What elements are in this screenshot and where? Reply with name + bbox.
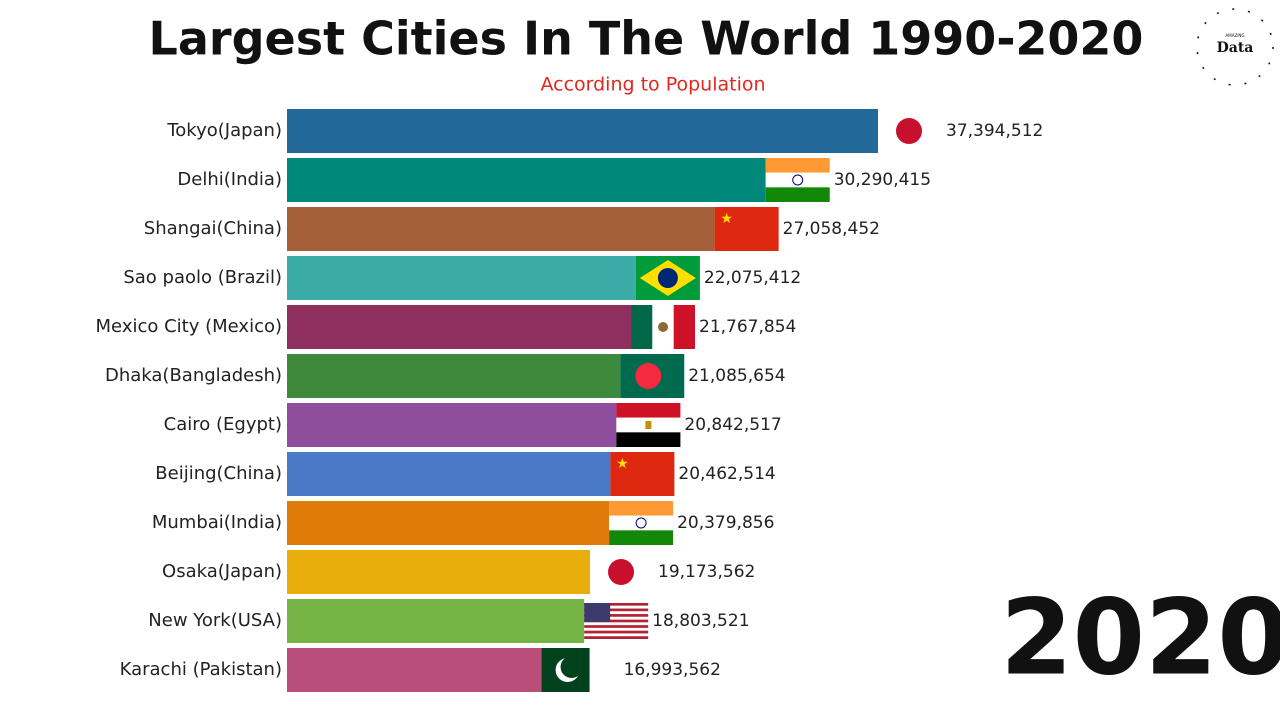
flag-part bbox=[610, 452, 675, 496]
flag bbox=[616, 403, 681, 447]
bar bbox=[287, 452, 611, 496]
flag-part bbox=[560, 656, 583, 678]
flag bbox=[631, 305, 696, 349]
value-label: 20,462,514 bbox=[678, 464, 775, 484]
flag-part bbox=[584, 627, 649, 631]
logo-small-text: AMAZING bbox=[1226, 33, 1245, 38]
bar bbox=[287, 599, 585, 643]
category-label: Cairo (Egypt) bbox=[164, 414, 282, 435]
flag-part bbox=[608, 559, 635, 585]
flag-part bbox=[584, 611, 649, 615]
bar bbox=[287, 207, 715, 251]
flag-part bbox=[631, 305, 653, 349]
flag bbox=[765, 158, 830, 202]
bar bbox=[287, 109, 878, 153]
flag-part bbox=[657, 268, 678, 288]
logo-ring bbox=[1196, 8, 1274, 86]
flag bbox=[635, 256, 700, 300]
flag-part bbox=[584, 619, 649, 623]
flag-part bbox=[635, 363, 662, 389]
flag-part bbox=[616, 403, 681, 418]
flag-part: ★ bbox=[616, 456, 629, 472]
year-label: 2020 bbox=[1000, 576, 1280, 698]
flag-part bbox=[584, 630, 649, 634]
bar bbox=[287, 403, 617, 447]
value-label: 30,290,415 bbox=[834, 170, 931, 190]
category-label: Sao paolo (Brazil) bbox=[123, 267, 282, 288]
flag: ★ bbox=[610, 452, 675, 496]
flag-part bbox=[714, 207, 779, 251]
bar bbox=[287, 501, 610, 545]
bar bbox=[287, 648, 556, 692]
flag-part: ★ bbox=[720, 211, 733, 227]
value-label: 19,173,562 bbox=[658, 562, 755, 582]
flag-part bbox=[645, 421, 652, 429]
chart-subtitle: According to Population bbox=[540, 74, 765, 96]
flag-part bbox=[792, 174, 804, 186]
bar bbox=[287, 158, 766, 202]
flag: ★ bbox=[714, 207, 779, 251]
flag-part bbox=[584, 603, 649, 606]
flag-part bbox=[584, 616, 649, 620]
flag-part bbox=[584, 605, 649, 609]
flag-part bbox=[584, 608, 649, 612]
flag-part bbox=[635, 517, 647, 529]
category-label: Dhaka(Bangladesh) bbox=[105, 365, 282, 386]
bar bbox=[287, 305, 632, 349]
flag-part bbox=[584, 625, 649, 628]
value-label: 18,803,521 bbox=[652, 611, 749, 631]
flag bbox=[609, 501, 674, 545]
logo: AMAZING Data bbox=[1196, 8, 1274, 86]
category-label: Tokyo(Japan) bbox=[166, 120, 282, 141]
value-label: 22,075,412 bbox=[704, 268, 801, 288]
value-label: 20,379,856 bbox=[677, 513, 774, 533]
value-label: 20,842,517 bbox=[684, 415, 781, 435]
flag-part bbox=[584, 603, 611, 622]
category-label: Karachi (Pakistan) bbox=[120, 659, 282, 680]
flag bbox=[590, 550, 655, 594]
category-label: Beijing(China) bbox=[155, 463, 282, 484]
flag bbox=[620, 354, 685, 398]
flag bbox=[584, 603, 649, 639]
category-label: Mumbai(India) bbox=[152, 512, 282, 533]
category-label: New York(USA) bbox=[148, 610, 282, 631]
flag-part bbox=[584, 636, 649, 639]
value-label: 16,993,562 bbox=[624, 660, 721, 680]
flag bbox=[541, 648, 590, 692]
flag-part bbox=[765, 158, 830, 173]
flag bbox=[878, 109, 942, 153]
bar bbox=[287, 354, 621, 398]
category-label: Mexico City (Mexico) bbox=[96, 316, 282, 337]
flag-part bbox=[765, 172, 830, 188]
chart-title: Largest Cities In The World 1990-2020 bbox=[149, 12, 1144, 66]
flag-part bbox=[584, 614, 649, 617]
value-label: 37,394,512 bbox=[946, 121, 1043, 141]
flag-part bbox=[609, 530, 674, 545]
logo-text: Data bbox=[1217, 40, 1254, 56]
flag-part bbox=[896, 118, 922, 144]
flag-part bbox=[584, 633, 649, 637]
category-label: Osaka(Japan) bbox=[162, 561, 282, 582]
value-label: 21,085,654 bbox=[688, 366, 785, 386]
flag-part bbox=[609, 501, 674, 516]
flag-part bbox=[658, 322, 669, 332]
bar bbox=[287, 550, 591, 594]
flag-part bbox=[616, 432, 681, 447]
value-label: 27,058,452 bbox=[783, 219, 880, 239]
flag-part bbox=[584, 622, 649, 626]
flag-part bbox=[673, 305, 696, 349]
category-label: Delhi(India) bbox=[177, 169, 282, 190]
bar bbox=[287, 256, 636, 300]
value-label: 21,767,854 bbox=[699, 317, 796, 337]
category-label: Shangai(China) bbox=[144, 218, 282, 239]
flag-part bbox=[765, 187, 830, 202]
flag-part bbox=[609, 515, 674, 531]
